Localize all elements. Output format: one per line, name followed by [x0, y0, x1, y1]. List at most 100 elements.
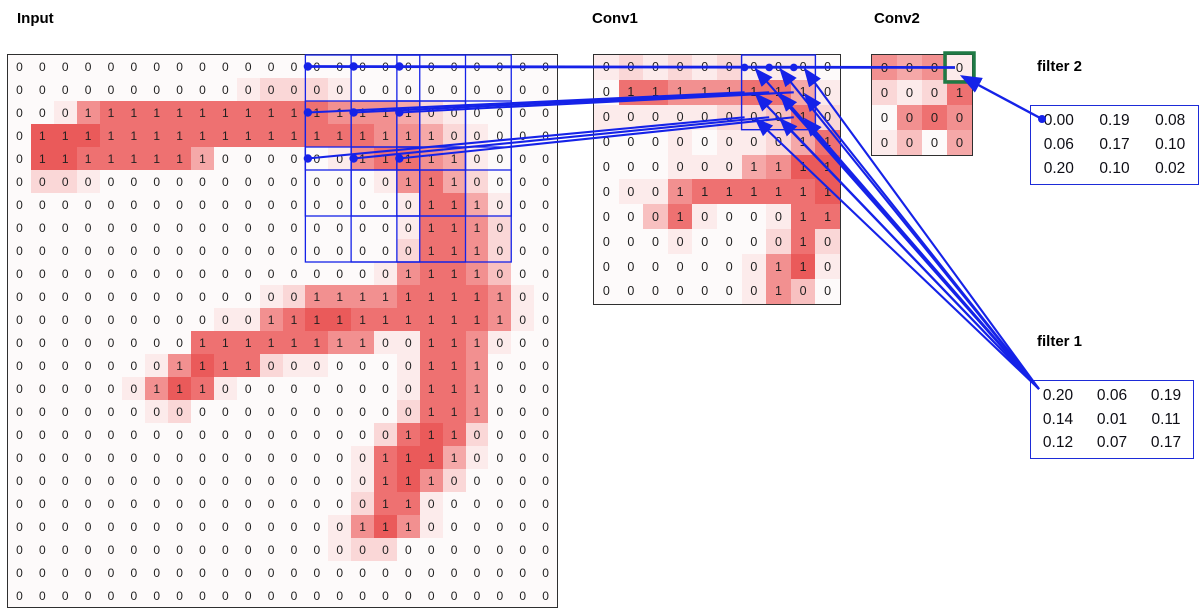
grid-cell: 0 — [282, 469, 306, 492]
grid-cell: 0 — [667, 279, 693, 304]
grid-cell: 0 — [168, 492, 191, 515]
grid-cell: 0 — [374, 193, 397, 216]
grid-cell: 0 — [511, 423, 535, 446]
grid-cell: 0 — [396, 561, 420, 584]
grid-cell: 0 — [511, 538, 535, 561]
grid-cell: 1 — [396, 492, 420, 515]
filter-value: 0.17 — [1099, 136, 1130, 153]
grid-cell: 0 — [122, 239, 146, 262]
grid-cell: 0 — [667, 55, 693, 80]
grid-cell: 1 — [790, 104, 816, 130]
grid-cell: 0 — [766, 129, 791, 155]
grid-cell: 1 — [442, 308, 466, 331]
grid-cell: 0 — [872, 55, 897, 80]
grid-cell: 0 — [99, 78, 123, 101]
grid-cell: 0 — [534, 147, 557, 170]
grid-cell: 1 — [53, 124, 77, 147]
grid-cell: 0 — [305, 561, 329, 584]
grid-cell: 0 — [8, 331, 31, 354]
grid-cell: 0 — [442, 469, 466, 492]
grid-cell: 0 — [511, 354, 535, 377]
grid-cell: 0 — [872, 105, 897, 130]
grid-cell: 0 — [213, 239, 237, 262]
grid-cell: 0 — [168, 193, 191, 216]
grid-cell: 1 — [213, 124, 237, 147]
grid-cell: 0 — [53, 515, 77, 538]
grid-cell: 0 — [488, 78, 512, 101]
grid-cell: 0 — [922, 105, 947, 130]
grid-cell: 0 — [305, 354, 329, 377]
grid-cell: 0 — [122, 262, 146, 285]
grid-cell: 0 — [488, 101, 512, 124]
grid-cell: 0 — [30, 55, 54, 78]
grid-cell: 1 — [741, 154, 767, 180]
grid-cell: 0 — [488, 561, 512, 584]
grid-cell: 0 — [667, 129, 693, 155]
grid-cell: 0 — [99, 331, 123, 354]
grid-cell: 1 — [122, 101, 146, 124]
grid-cell: 0 — [488, 492, 512, 515]
grid-cell: 0 — [145, 262, 169, 285]
grid-cell: 0 — [213, 584, 237, 607]
grid-cell: 1 — [168, 124, 191, 147]
grid-cell: 0 — [8, 78, 31, 101]
grid-cell: 0 — [8, 492, 31, 515]
grid-cell: 0 — [236, 193, 260, 216]
grid-cell: 0 — [213, 446, 237, 469]
grid-cell: 0 — [145, 193, 169, 216]
filter-value: 0.00 — [1043, 112, 1074, 129]
grid-cell: 0 — [53, 262, 77, 285]
grid-cell: 0 — [511, 515, 535, 538]
grid-cell: 0 — [168, 55, 191, 78]
grid-cell: 0 — [374, 55, 397, 78]
filter-value: 0.20 — [1043, 160, 1074, 177]
grid-cell: 1 — [282, 101, 306, 124]
grid-cell: 0 — [488, 193, 512, 216]
grid-cell: 0 — [76, 262, 100, 285]
grid-cell: 1 — [419, 469, 443, 492]
grid-cell: 0 — [511, 308, 535, 331]
grid-cell: 0 — [305, 262, 329, 285]
grid-cell: 1 — [442, 400, 466, 423]
grid-cell: 0 — [8, 170, 31, 193]
grid-cell: 1 — [374, 469, 397, 492]
grid-cell: 1 — [442, 331, 466, 354]
grid-cell: 0 — [122, 170, 146, 193]
filter-value: 0.19 — [1099, 112, 1130, 129]
grid-cell: 1 — [282, 124, 306, 147]
grid-cell: 0 — [168, 216, 191, 239]
grid-cell: 0 — [305, 170, 329, 193]
grid-cell: 0 — [145, 331, 169, 354]
grid-cell: 1 — [790, 154, 816, 180]
grid-cell: 1 — [236, 331, 260, 354]
grid-cell: 0 — [168, 561, 191, 584]
grid-cell: 0 — [282, 216, 306, 239]
grid-cell: 1 — [716, 79, 742, 105]
grid-cell: 0 — [259, 193, 283, 216]
grid-cell: 0 — [534, 170, 557, 193]
grid-cell: 1 — [122, 124, 146, 147]
filter-value: 0.01 — [1096, 410, 1128, 428]
grid-cell: 0 — [511, 124, 535, 147]
filter-value: 0.10 — [1099, 160, 1130, 177]
grid-cell: 0 — [922, 80, 947, 105]
grid-cell: 0 — [351, 55, 374, 78]
grid-cell: 0 — [236, 239, 260, 262]
grid-cell: 0 — [191, 216, 214, 239]
grid-cell: 0 — [191, 78, 214, 101]
grid-cell: 0 — [465, 469, 489, 492]
grid-cell: 0 — [922, 55, 947, 80]
grid-cell: 0 — [618, 254, 644, 280]
grid-cell: 0 — [790, 279, 816, 304]
input-title: Input — [17, 10, 54, 27]
grid-cell: 0 — [76, 538, 100, 561]
grid-cell: 0 — [8, 561, 31, 584]
grid-cell: 0 — [145, 308, 169, 331]
grid-cell: 1 — [374, 101, 397, 124]
grid-cell: 1 — [442, 262, 466, 285]
grid-cell: 0 — [396, 354, 420, 377]
grid-cell: 0 — [76, 331, 100, 354]
grid-cell: 1 — [815, 179, 840, 205]
grid-cell: 0 — [259, 469, 283, 492]
grid-cell: 1 — [76, 147, 100, 170]
